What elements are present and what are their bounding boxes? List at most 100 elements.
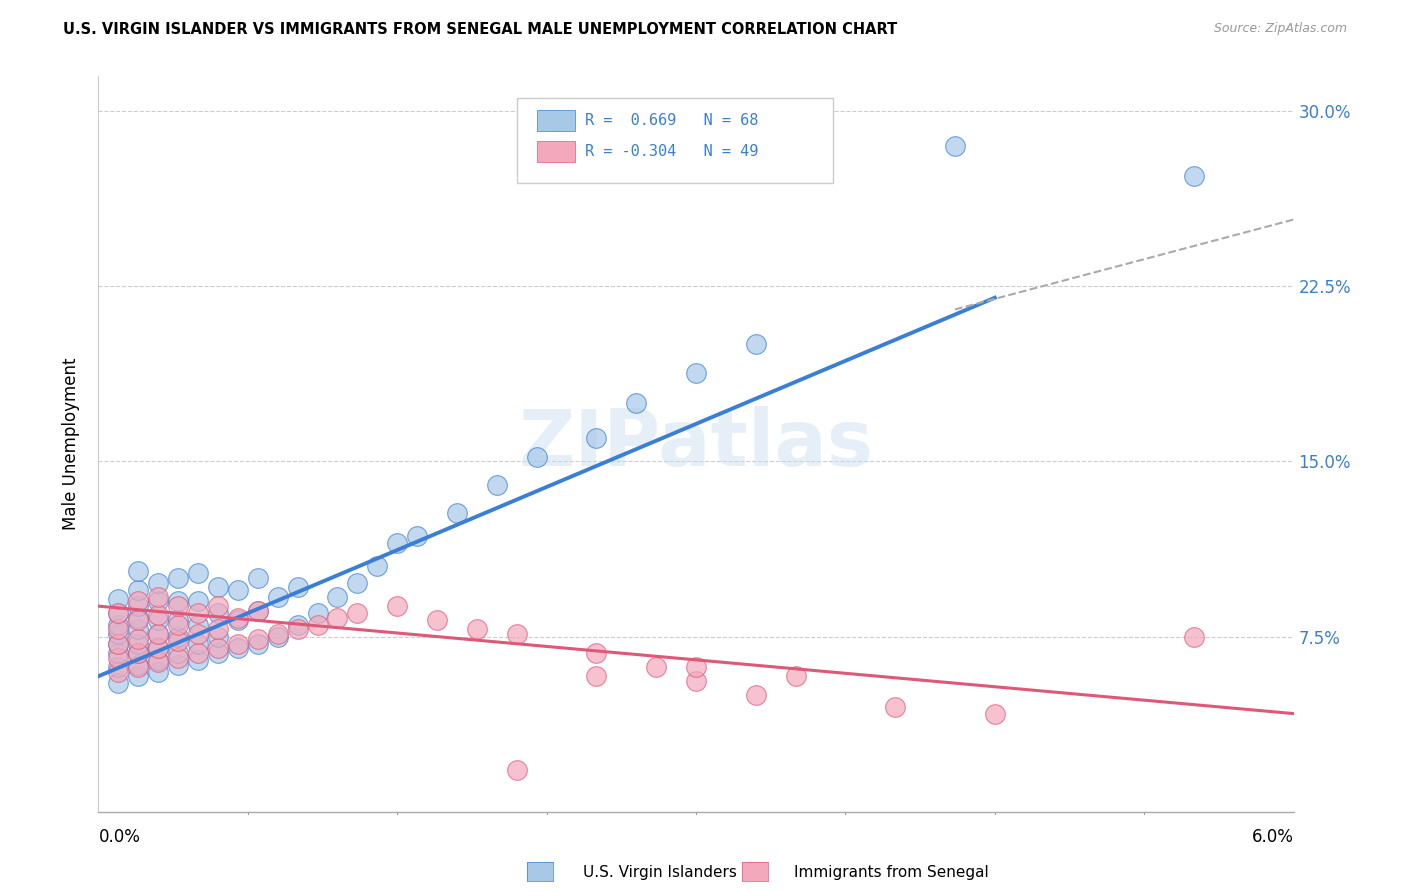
Point (148, 641, 170, 656)
Point (585, 646, 607, 660)
Point (127, 646, 149, 660)
Point (107, 617, 129, 632)
Point (585, 431, 607, 445)
Point (187, 636, 209, 650)
Point (267, 590, 290, 604)
Text: Immigrants from Senegal: Immigrants from Senegal (794, 865, 990, 880)
Point (127, 632, 149, 646)
Point (685, 673, 707, 688)
Point (127, 646, 149, 660)
Point (446, 506, 468, 520)
Bar (537, 141, 575, 162)
Point (127, 582, 149, 597)
Text: 0.0%: 0.0% (98, 828, 141, 846)
Point (207, 646, 229, 660)
Point (107, 623, 129, 637)
Point (148, 627, 170, 641)
Point (107, 606, 129, 620)
Point (107, 636, 129, 650)
Point (226, 636, 249, 650)
Point (107, 646, 129, 660)
Point (685, 660, 707, 674)
Point (267, 627, 290, 641)
Point (226, 613, 249, 627)
Point (406, 529, 429, 543)
Text: R = -0.304   N = 49: R = -0.304 N = 49 (585, 145, 758, 159)
Point (207, 606, 229, 620)
Point (167, 646, 190, 660)
Point (127, 669, 149, 683)
Point (366, 559, 388, 574)
Point (385, 536, 409, 550)
Bar (537, 111, 575, 131)
Point (107, 676, 129, 690)
Point (207, 599, 229, 614)
Point (187, 566, 209, 581)
Point (148, 608, 170, 623)
Point (1182, 169, 1205, 184)
Point (745, 337, 768, 351)
Point (187, 653, 209, 667)
Text: Source: ZipAtlas.com: Source: ZipAtlas.com (1213, 22, 1347, 36)
Point (246, 604, 269, 618)
Point (385, 599, 409, 614)
Point (127, 657, 149, 672)
Point (107, 627, 129, 641)
Text: ZIPatlas: ZIPatlas (519, 406, 873, 482)
Point (148, 641, 170, 656)
Point (148, 575, 170, 590)
Point (984, 706, 1007, 721)
Point (107, 665, 129, 679)
Point (246, 636, 269, 650)
Point (107, 636, 129, 650)
Text: U.S. Virgin Islanders: U.S. Virgin Islanders (583, 865, 737, 880)
Point (167, 634, 190, 648)
Point (127, 660, 149, 674)
Point (148, 653, 170, 667)
Point (127, 613, 149, 627)
Point (745, 688, 768, 702)
Point (127, 623, 149, 637)
FancyBboxPatch shape (517, 98, 834, 183)
Point (148, 627, 170, 641)
Point (127, 599, 149, 614)
Point (148, 613, 170, 627)
Y-axis label: Male Unemployment: Male Unemployment (62, 358, 80, 530)
Point (485, 477, 508, 491)
Point (287, 617, 309, 632)
Point (107, 660, 129, 674)
Point (167, 599, 190, 614)
Point (307, 606, 329, 620)
Point (884, 699, 907, 714)
Point (465, 623, 488, 637)
Point (167, 657, 190, 672)
Point (1182, 630, 1205, 644)
Point (785, 669, 807, 683)
Point (127, 611, 149, 625)
Point (167, 613, 190, 627)
Point (246, 632, 269, 646)
Point (167, 594, 190, 608)
Text: U.S. VIRGIN ISLANDER VS IMMIGRANTS FROM SENEGAL MALE UNEMPLOYMENT CORRELATION CH: U.S. VIRGIN ISLANDER VS IMMIGRANTS FROM … (63, 22, 897, 37)
Point (246, 604, 269, 618)
Point (307, 617, 329, 632)
Point (167, 650, 190, 665)
Point (127, 564, 149, 578)
Point (346, 575, 368, 590)
Point (148, 655, 170, 669)
Point (426, 613, 449, 627)
Point (326, 590, 349, 604)
Point (187, 617, 209, 632)
Point (107, 650, 129, 665)
Point (107, 606, 129, 620)
Point (645, 660, 668, 674)
Point (148, 594, 170, 608)
Text: R =  0.669   N = 68: R = 0.669 N = 68 (585, 113, 758, 128)
Point (585, 669, 607, 683)
Point (207, 581, 229, 595)
Point (187, 646, 209, 660)
Point (167, 571, 190, 585)
Text: 6.0%: 6.0% (1251, 828, 1294, 846)
Point (148, 590, 170, 604)
Point (207, 623, 229, 637)
